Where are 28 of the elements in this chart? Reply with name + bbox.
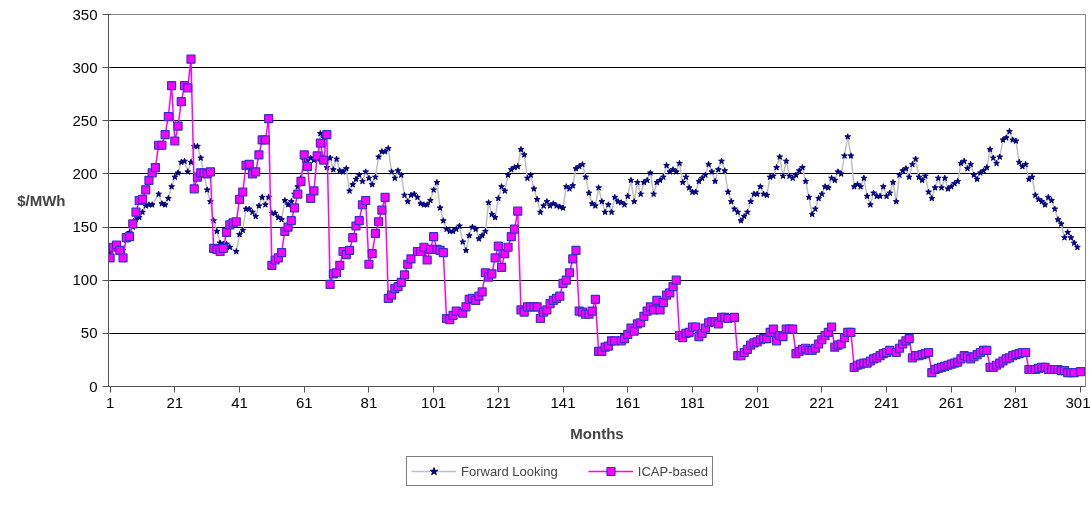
x-tick-label: 1 [105,393,115,411]
y-axis-title: $/MWh [17,192,66,209]
x-tick-label: 121 [485,393,511,411]
legend-label: Forward Looking [461,463,558,479]
x-tick-label: 61 [295,393,313,411]
x-tick-label: 301 [1065,393,1090,411]
x-tick-label: 261 [938,393,964,411]
x-tick-label: 41 [231,393,248,411]
x-tick-label: 241 [874,393,900,411]
x-tick-label: 141 [550,393,576,411]
y-tick-label: 200 [72,164,98,182]
x-tick-label: 281 [1003,393,1029,411]
y-tick-label: 300 [72,58,98,76]
x-axis-title: Months [570,424,624,442]
x-tick-label: 101 [421,393,447,411]
x-tick-label: 161 [615,393,641,411]
x-tick-label: 201 [744,393,770,411]
y-tick-label: 150 [72,218,98,236]
y-tick-label: 350 [72,5,98,23]
y-tick-label: 50 [80,324,98,342]
legend-label: ICAP-based [637,463,708,479]
x-tick-label: 21 [166,393,184,411]
x-tick-label: 221 [809,393,835,411]
y-tick-label: 250 [72,111,98,129]
x-tick-label: 181 [679,393,705,411]
y-tick-label: 100 [72,271,98,289]
y-tick-label: 0 [89,377,98,395]
x-tick-label: 81 [360,393,378,411]
